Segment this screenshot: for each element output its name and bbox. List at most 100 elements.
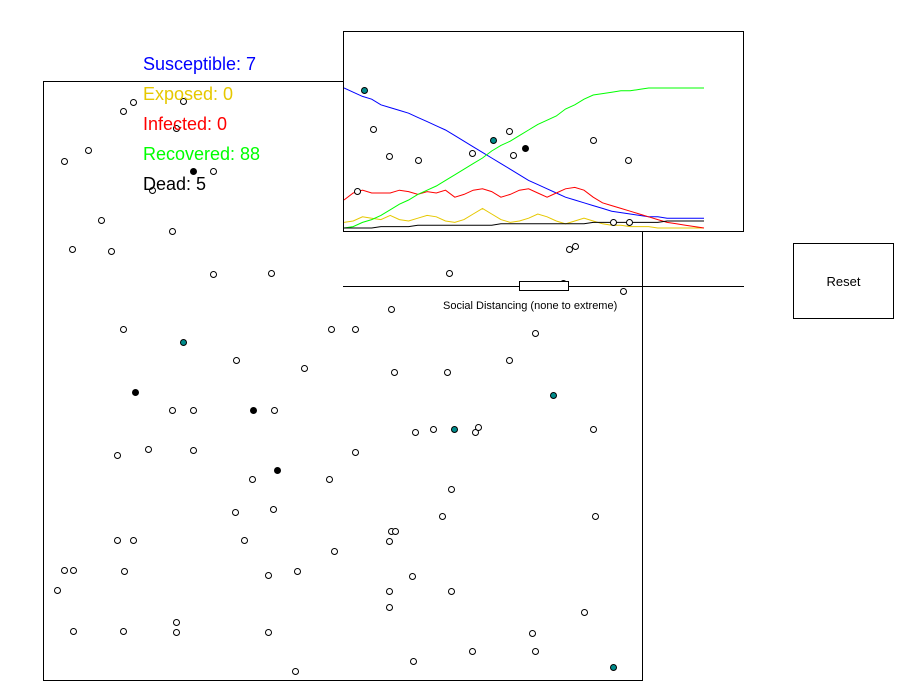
person-dot-recovered bbox=[267, 269, 275, 277]
susceptible-count: Susceptible: 7 bbox=[143, 54, 257, 74]
person-dot-recovered bbox=[387, 305, 395, 313]
person-dot-recovered bbox=[414, 156, 422, 164]
person-dot-recovered bbox=[580, 608, 588, 616]
person-dot-recovered bbox=[113, 451, 121, 459]
series-line-infected bbox=[344, 186, 705, 229]
person-dot-recovered bbox=[528, 629, 536, 637]
person-dot-recovered bbox=[68, 245, 76, 253]
series-line-susceptible bbox=[344, 87, 704, 219]
person-dot-recovered bbox=[438, 512, 446, 520]
person-dot-recovered bbox=[327, 325, 335, 333]
person-dot-recovered bbox=[624, 156, 632, 164]
person-dot-recovered bbox=[172, 618, 180, 626]
person-dot-recovered bbox=[619, 287, 627, 295]
chart-svg bbox=[344, 87, 705, 229]
person-dot-recovered bbox=[429, 425, 437, 433]
person-dot-recovered bbox=[179, 97, 187, 105]
person-dot-recovered bbox=[172, 124, 180, 132]
person-dot-recovered bbox=[269, 505, 277, 513]
person-dot-recovered bbox=[390, 368, 398, 376]
person-dot-recovered bbox=[129, 98, 137, 106]
person-dot-recovered bbox=[409, 657, 417, 665]
person-dot-recovered bbox=[270, 406, 278, 414]
person-dot-recovered bbox=[168, 406, 176, 414]
person-dot-recovered bbox=[113, 536, 121, 544]
epidemic-chart bbox=[343, 31, 744, 232]
person-dot-recovered bbox=[240, 536, 248, 544]
person-dot-recovered bbox=[84, 146, 92, 154]
person-dot-recovered bbox=[505, 356, 513, 364]
person-dot-recovered bbox=[97, 216, 105, 224]
person-dot-recovered bbox=[385, 603, 393, 611]
person-dot-recovered bbox=[107, 247, 115, 255]
person-dot-recovered bbox=[144, 445, 152, 453]
infected-count: Infected: 0 bbox=[143, 114, 228, 134]
person-dot-recovered bbox=[129, 536, 137, 544]
person-dot-recovered bbox=[293, 567, 301, 575]
person-dot-recovered bbox=[248, 475, 256, 483]
person-dot-recovered bbox=[589, 425, 597, 433]
person-dot-recovered bbox=[447, 485, 455, 493]
person-dot-dead bbox=[131, 388, 139, 396]
person-dot-recovered bbox=[445, 269, 453, 277]
person-dot-recovered bbox=[443, 368, 451, 376]
person-dot-recovered bbox=[468, 149, 476, 157]
person-dot-recovered bbox=[411, 428, 419, 436]
series-line-recovered bbox=[344, 87, 704, 229]
dead-count: Dead: 5 bbox=[143, 174, 207, 194]
person-dot-dead bbox=[521, 144, 529, 152]
recovered-count: Recovered: 88 bbox=[143, 144, 261, 164]
person-dot-recovered bbox=[385, 537, 393, 545]
person-dot-recovered bbox=[189, 446, 197, 454]
person-dot-recovered bbox=[172, 628, 180, 636]
person-dot-recovered bbox=[351, 325, 359, 333]
social-distancing-label: Social Distancing (none to extreme) bbox=[443, 300, 618, 312]
person-dot-susceptible bbox=[450, 425, 458, 433]
person-dot-recovered bbox=[119, 627, 127, 635]
person-dot-recovered bbox=[60, 566, 68, 574]
person-dot-susceptible bbox=[360, 86, 368, 94]
social-distancing-slider-handle[interactable] bbox=[518, 281, 569, 291]
person-dot-recovered bbox=[385, 152, 393, 160]
person-dot-recovered bbox=[351, 448, 359, 456]
person-dot-recovered bbox=[609, 218, 617, 226]
person-dot-recovered bbox=[505, 127, 513, 135]
person-dot-dead bbox=[249, 406, 257, 414]
person-dot-recovered bbox=[447, 587, 455, 595]
person-dot-recovered bbox=[168, 227, 176, 235]
series-line-exposed bbox=[344, 207, 704, 229]
person-dot-recovered bbox=[120, 567, 128, 575]
person-dot-recovered bbox=[69, 566, 77, 574]
person-dot-recovered bbox=[209, 270, 217, 278]
person-dot-recovered bbox=[474, 423, 482, 431]
person-dot-recovered bbox=[468, 647, 476, 655]
series-line-dead bbox=[344, 220, 704, 229]
person-dot-susceptible bbox=[609, 663, 617, 671]
person-dot-recovered bbox=[231, 508, 239, 516]
reset-button[interactable]: Reset bbox=[793, 243, 894, 319]
person-dot-recovered bbox=[264, 628, 272, 636]
person-dot-recovered bbox=[209, 167, 217, 175]
person-dot-recovered bbox=[148, 186, 156, 194]
exposed-count: Exposed: 0 bbox=[143, 84, 234, 104]
person-dot-recovered bbox=[369, 125, 377, 133]
person-dot-susceptible bbox=[489, 136, 497, 144]
person-dot-recovered bbox=[291, 667, 299, 675]
person-dot-recovered bbox=[300, 364, 308, 372]
person-dot-recovered bbox=[591, 512, 599, 520]
person-dot-susceptible bbox=[549, 391, 557, 399]
person-dot-recovered bbox=[385, 587, 393, 595]
person-dot-dead bbox=[273, 466, 281, 474]
person-dot-recovered bbox=[69, 627, 77, 635]
person-dot-recovered bbox=[264, 571, 272, 579]
person-dot-recovered bbox=[325, 475, 333, 483]
reset-button-label: Reset bbox=[826, 273, 861, 289]
person-dot-recovered bbox=[571, 242, 579, 250]
person-dot-recovered bbox=[53, 586, 61, 594]
person-dot-recovered bbox=[531, 329, 539, 337]
person-dot-recovered bbox=[353, 187, 361, 195]
person-dot-recovered bbox=[119, 325, 127, 333]
person-dot-recovered bbox=[189, 406, 197, 414]
person-dot-recovered bbox=[625, 218, 633, 226]
